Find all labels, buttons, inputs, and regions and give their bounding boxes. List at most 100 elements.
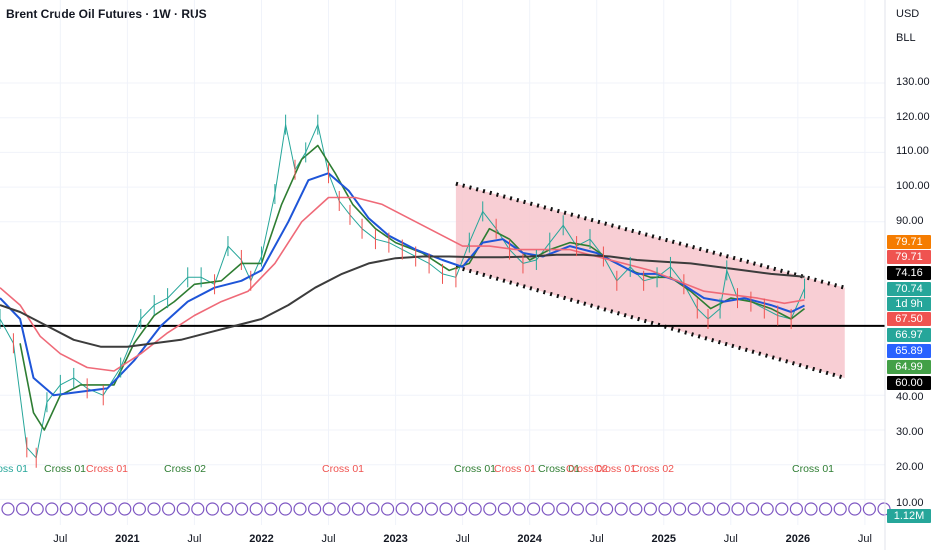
event-icon <box>88 502 103 516</box>
price-tag: 65.89 <box>887 344 931 358</box>
y-tick-label: 40.00 <box>896 391 924 403</box>
price-tag: 60.00 <box>887 376 931 390</box>
y-tick-label: 90.00 <box>896 214 924 227</box>
x-tick-label: 2026 <box>785 533 811 545</box>
price-tag: 79.71 <box>887 250 931 264</box>
cross-label: Cross 02 <box>566 463 609 475</box>
event-icon <box>629 502 643 516</box>
x-tick-label: 2024 <box>517 533 542 545</box>
event-icon <box>351 502 365 516</box>
chart-title: Brent Crude Oil Futures · 1W · RUS <box>6 7 207 21</box>
x-tick-label: Jul <box>321 533 336 545</box>
event-icon <box>541 502 555 516</box>
cross-label: Cross 01 <box>454 463 497 475</box>
price-tag: 66.97 <box>887 328 931 342</box>
event-icon <box>658 502 672 516</box>
y-tick-label: 120.00 <box>896 110 930 123</box>
x-tick-label: 2022 <box>249 533 274 545</box>
event-icon <box>264 502 278 516</box>
event-icon <box>147 502 161 516</box>
event-icon <box>804 502 818 516</box>
cross-label: Cross 02 <box>164 463 207 475</box>
cross-label: Cross 01 <box>322 463 365 475</box>
event-icon <box>395 502 409 516</box>
x-tick-label: Jul <box>857 533 872 545</box>
x-tick-label: Jul <box>589 533 604 545</box>
channel-fill <box>455 183 845 378</box>
event-icon <box>103 502 117 516</box>
y-tick-label: 30.00 <box>896 426 924 438</box>
event-icon <box>278 502 292 516</box>
event-icon <box>512 502 526 516</box>
event-icon <box>468 502 482 516</box>
cross-label: Cross 01 <box>44 463 87 475</box>
event-icon <box>424 502 438 516</box>
event-icon <box>322 502 336 516</box>
event-icon <box>716 502 731 516</box>
x-tick-label: Jul <box>723 533 738 545</box>
x-tick-label: Jul <box>53 533 68 545</box>
event-icon <box>132 502 146 516</box>
event-icon <box>439 502 453 516</box>
event-icon <box>410 502 424 516</box>
event-icon <box>1 502 15 516</box>
event-icon <box>191 502 205 516</box>
event-icon <box>745 502 760 516</box>
event-icon <box>570 502 585 516</box>
price-tag: 1d 9h <box>887 297 931 311</box>
cross-label: Cross 01 <box>538 463 581 475</box>
measure-unit[interactable]: BLL <box>896 32 928 44</box>
event-icons-row <box>1 502 891 516</box>
event-icon <box>162 502 176 516</box>
x-tick-label: Jul <box>187 533 202 545</box>
event-icon <box>818 502 833 516</box>
event-icon <box>205 502 219 516</box>
price-tag: 74.16 <box>887 266 931 280</box>
y-tick-label: 110.00 <box>896 145 929 158</box>
event-icon <box>702 502 716 516</box>
y-tick-label: 130.00 <box>896 76 930 88</box>
channel-lower-line <box>455 264 846 380</box>
sma_long-line <box>0 253 805 348</box>
price-tag: 64.99 <box>887 360 931 374</box>
y-tick-label: 20.00 <box>896 461 924 473</box>
event-icon <box>483 502 497 516</box>
event-icon <box>235 502 249 516</box>
event-icon <box>59 502 74 516</box>
x-tick-label: 2025 <box>651 533 676 545</box>
event-icon <box>220 502 234 516</box>
price-tag: 70.74 <box>887 282 931 296</box>
sma_slow-line <box>0 196 805 372</box>
event-icon <box>74 502 88 516</box>
moving-average-lines <box>0 114 806 468</box>
event-icon <box>454 502 468 516</box>
event-icon <box>614 502 628 516</box>
y-tick-label: 10.00 <box>896 497 924 509</box>
event-icon <box>308 502 322 516</box>
price-tag: 67.50 <box>887 312 931 326</box>
event-icon <box>833 502 847 516</box>
x-tick-label: Jul <box>455 533 470 545</box>
event-icon <box>381 502 395 516</box>
cross-label: Cross 01 <box>494 463 537 475</box>
price-tag: 79.71 <box>887 235 931 249</box>
event-icon <box>775 502 789 516</box>
event-icon <box>556 502 570 516</box>
event-icon <box>585 502 599 516</box>
event-icon <box>497 502 511 516</box>
currency-unit[interactable]: USD <box>896 8 928 20</box>
event-icon <box>249 502 263 516</box>
event-icon <box>176 502 190 516</box>
event-icon <box>643 502 658 516</box>
x-tick-label: 2021 <box>115 533 140 545</box>
grid <box>0 0 885 525</box>
event-icon <box>45 502 59 516</box>
event-icon <box>293 502 307 516</box>
event-icon <box>687 502 701 516</box>
cross-label: Cross 01 <box>792 463 835 475</box>
cross-label: Cross 02 <box>632 463 675 475</box>
event-icon <box>337 502 351 516</box>
event-icon <box>16 502 30 516</box>
event-icon <box>118 502 132 516</box>
